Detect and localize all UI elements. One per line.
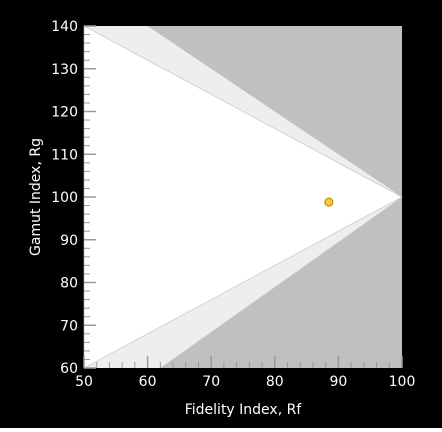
data-point: [324, 197, 334, 207]
y-tick-label: 140: [51, 19, 78, 35]
data-points: [324, 197, 334, 207]
x-tick-label: 90: [329, 374, 347, 390]
y-axis-label: Gamut Index, Rg: [28, 138, 44, 256]
y-tick-label: 70: [60, 318, 78, 334]
y-tick-label: 60: [60, 361, 78, 377]
x-axis-ticks: 50 60 70 80 90 100: [75, 356, 415, 390]
x-tick-label: 50: [75, 374, 93, 390]
y-tick-label: 90: [60, 233, 78, 249]
y-tick-label: 80: [60, 276, 78, 292]
x-tick-label: 70: [202, 374, 220, 390]
y-tick-label: 120: [51, 105, 78, 121]
y-minor-ticks: [84, 34, 90, 360]
y-tick-label: 130: [51, 62, 78, 78]
x-tick-label: 60: [139, 374, 157, 390]
x-minor-ticks: [96, 362, 390, 368]
y-tick-label: 110: [51, 147, 78, 163]
x-axis-label: Fidelity Index, Rf: [185, 402, 303, 418]
x-tick-label: 100: [389, 374, 416, 390]
y-tick-label: 100: [51, 190, 78, 206]
y-axis-ticks: 60 70 80 90 100 110 120 130 140: [51, 19, 96, 377]
x-tick-label: 80: [266, 374, 284, 390]
